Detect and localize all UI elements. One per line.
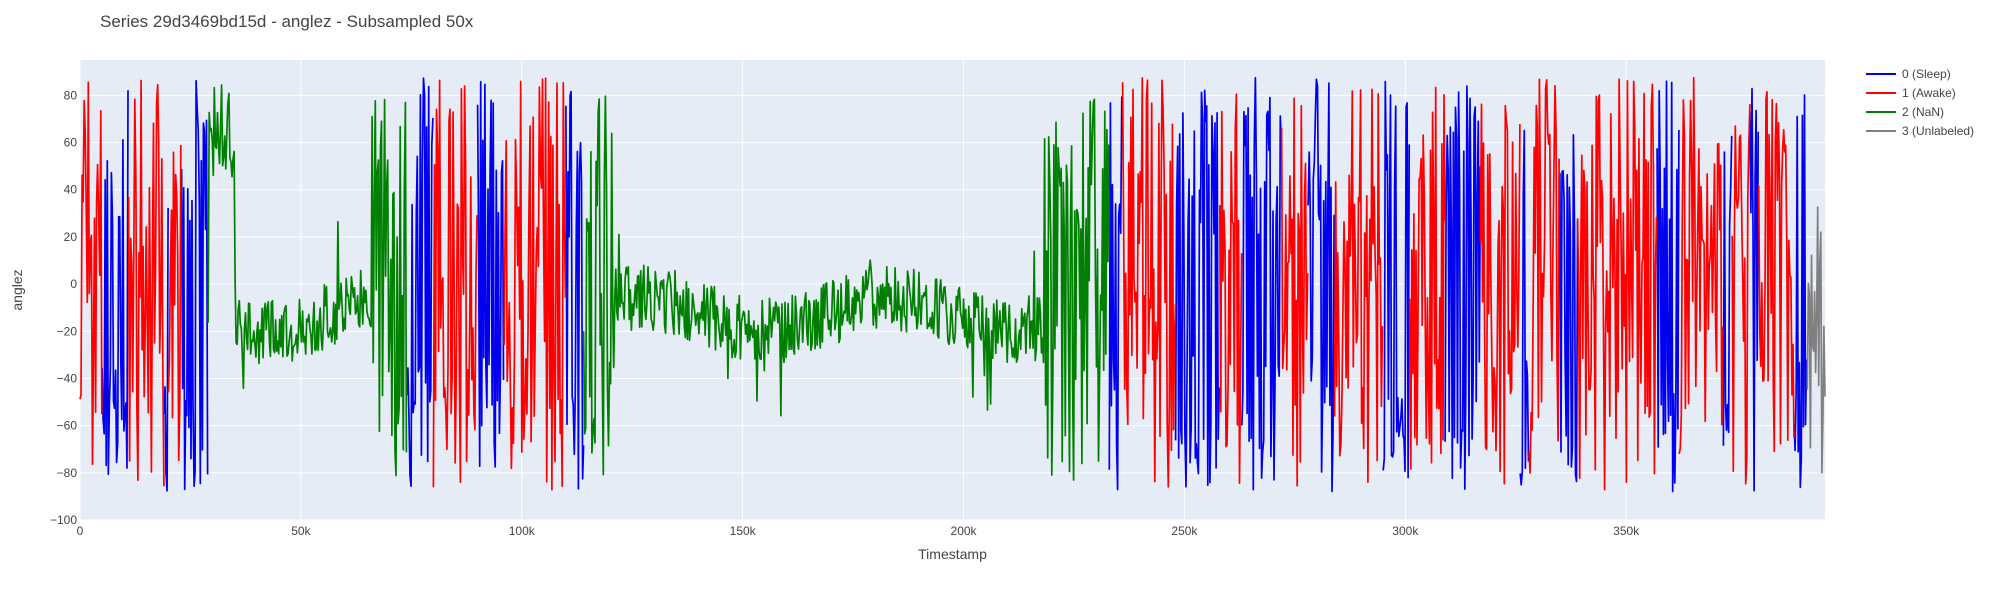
- legend-item[interactable]: 0 (Sleep): [1866, 67, 1951, 81]
- series-segment-1: [1121, 76, 1177, 488]
- series-segment-0: [1444, 85, 1482, 490]
- x-tick-label: 300k: [1392, 524, 1419, 538]
- series-segment-1: [1731, 104, 1751, 485]
- series-segment-0: [101, 90, 129, 476]
- series-segment-1: [1218, 93, 1243, 484]
- x-tick-label: 350k: [1613, 524, 1640, 538]
- x-axis-ticks: 0 50k 100k 150k 200k 250k 300k 350k: [77, 524, 1641, 538]
- series-segment-0: [1307, 78, 1335, 493]
- series-segment-1: [127, 79, 165, 487]
- legend-label: 2 (NaN): [1902, 105, 1944, 119]
- series-segment-2: [582, 95, 1110, 481]
- legend-label: 3 (Unlabeled): [1902, 124, 1974, 138]
- y-tick-label: −80: [57, 466, 78, 480]
- x-axis-title: Timestamp: [918, 546, 987, 562]
- y-tick-label: 60: [64, 136, 78, 150]
- series-segment-0: [1559, 134, 1579, 483]
- series-segment-1: [167, 144, 182, 462]
- series-segment-0: [1519, 129, 1530, 486]
- series-segment-0: [1174, 89, 1221, 488]
- series-segment-0: [406, 77, 434, 488]
- series-segment-0: [1793, 94, 1808, 489]
- y-tick-label: 20: [64, 230, 78, 244]
- x-tick-label: 100k: [509, 524, 536, 538]
- series-segment-1: [79, 81, 103, 466]
- y-tick-label: −100: [50, 513, 77, 527]
- y-axis-ticks: −100 −80 −60 −40 −20 0 20 40 60 80: [50, 88, 77, 527]
- series-segment-0: [1241, 76, 1283, 491]
- series-segment-0: [180, 79, 209, 491]
- series-segment-0: [1722, 135, 1733, 446]
- series-segment-1: [1333, 88, 1384, 484]
- series-lines: [79, 76, 1826, 493]
- series-segment-0: [1382, 80, 1411, 479]
- legend-item[interactable]: 1 (Awake): [1866, 86, 1956, 100]
- series-segment-1: [1408, 86, 1446, 470]
- series-segment-0: [1656, 80, 1680, 493]
- y-tick-label: −40: [57, 371, 78, 385]
- y-tick-label: 0: [70, 277, 77, 291]
- series-segment-0: [565, 90, 585, 490]
- y-tick-label: 40: [64, 183, 78, 197]
- series-segment-1: [1479, 103, 1521, 485]
- x-tick-label: 0: [77, 524, 84, 538]
- series-segment-3: [1806, 206, 1826, 474]
- series-segment-1: [1528, 78, 1560, 474]
- legend[interactable]: 0 (Sleep) 1 (Awake) 2 (NaN) 3 (Unlabeled): [1866, 67, 1974, 138]
- series-segment-0: [1108, 96, 1123, 491]
- chart-title: Series 29d3469bd15d - anglez - Subsample…: [100, 12, 474, 31]
- legend-label: 0 (Sleep): [1902, 67, 1951, 81]
- series-segment-1: [1280, 97, 1309, 487]
- x-tick-label: 200k: [951, 524, 978, 538]
- x-tick-label: 50k: [291, 524, 311, 538]
- series-segment-1: [1576, 78, 1658, 491]
- y-tick-label: 80: [64, 88, 78, 102]
- legend-label: 1 (Awake): [1902, 86, 1956, 100]
- series-segment-1: [1678, 76, 1724, 455]
- series-segment-0: [1749, 87, 1760, 492]
- series-segment-1: [503, 77, 567, 491]
- series-segment-1: [432, 79, 478, 488]
- series-segment-0: [163, 207, 169, 492]
- series-segment-2: [207, 84, 408, 477]
- x-tick-label: 150k: [730, 524, 757, 538]
- series-segment-0: [476, 80, 505, 468]
- legend-item[interactable]: 3 (Unlabeled): [1866, 124, 1974, 138]
- y-tick-label: −20: [57, 324, 78, 338]
- y-tick-label: −60: [57, 419, 78, 433]
- legend-item[interactable]: 2 (NaN): [1866, 105, 1944, 119]
- x-tick-label: 250k: [1171, 524, 1198, 538]
- series-segment-1: [1757, 90, 1795, 453]
- y-axis-title: anglez: [9, 269, 25, 310]
